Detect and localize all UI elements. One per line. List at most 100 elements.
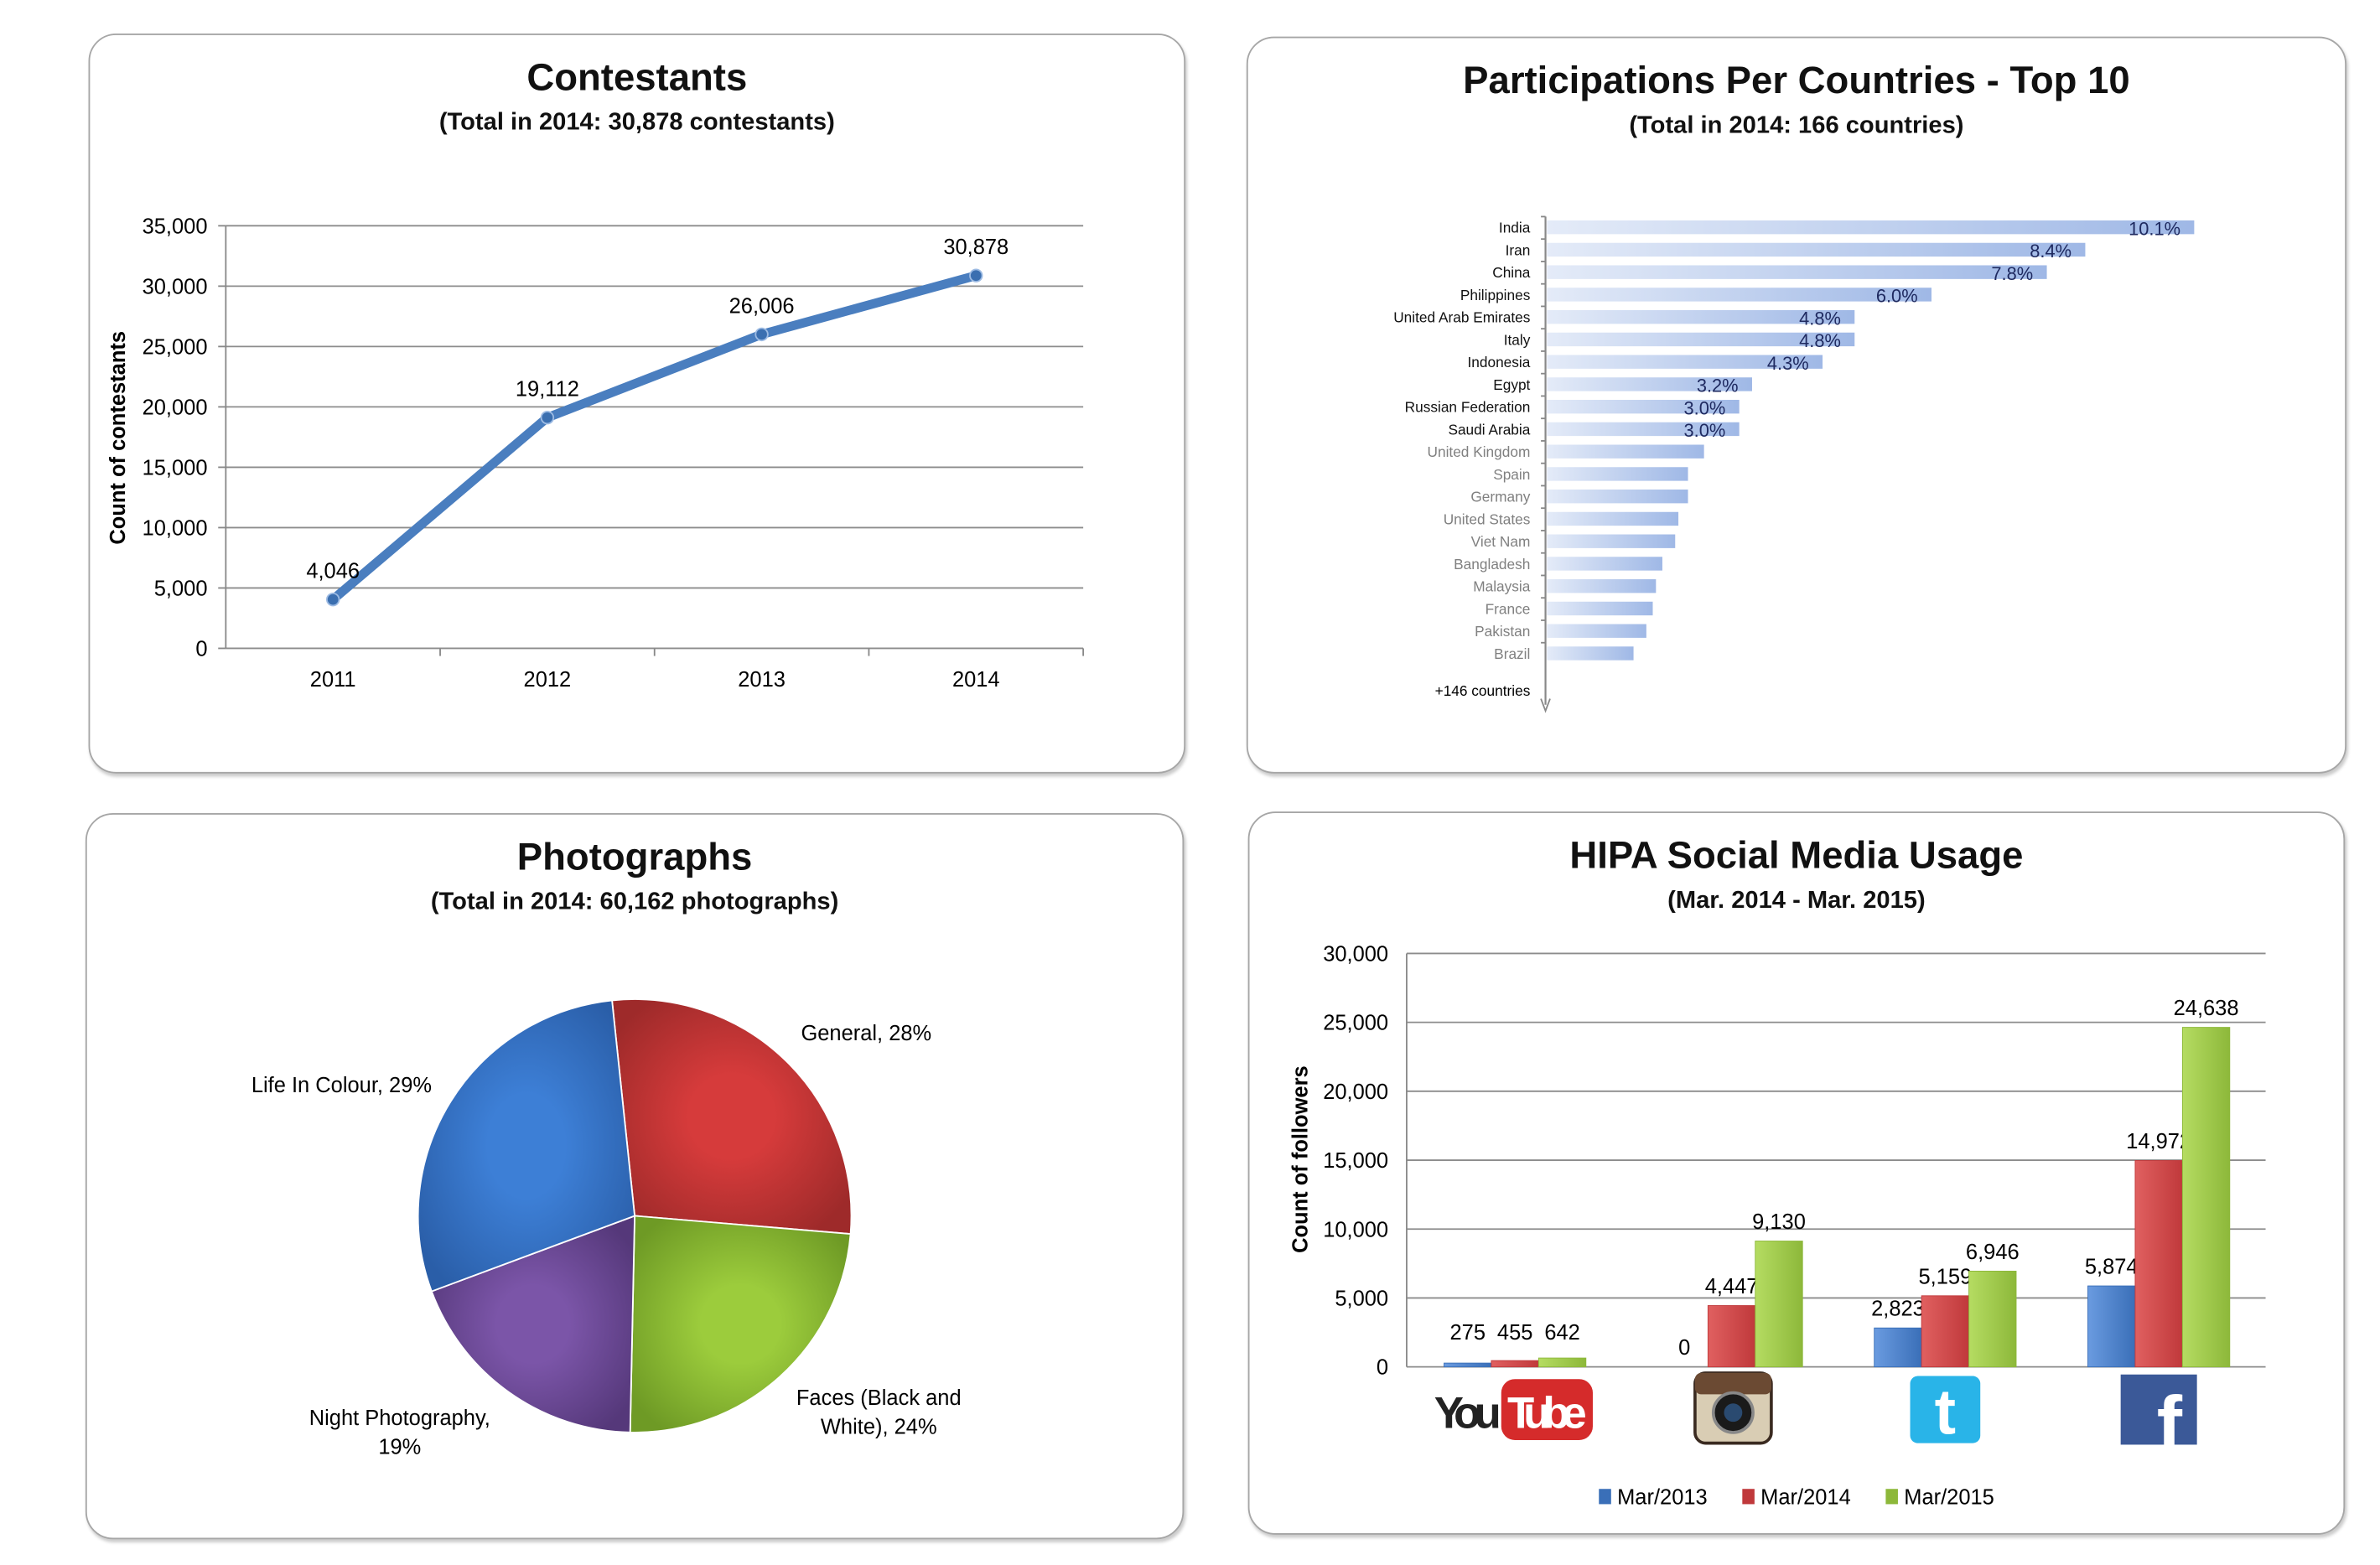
twitter-logo-icon [1910,1376,1981,1443]
country-label: Brazil [1494,645,1530,662]
y-tick-label: 30,000 [143,275,208,298]
x-tick-label: 2014 [952,668,1000,692]
x-tick-label: 2013 [738,668,786,692]
data-label: 9,130 [1752,1210,1806,1234]
country-label: Bangladesh [1454,556,1530,573]
data-label: 4,447 [1705,1275,1759,1298]
data-label: Life In Colour, 29% [251,1074,432,1097]
chart-subtitle: (Total in 2014: 60,162 photographs) [430,889,839,915]
country-label: Italy [1504,331,1531,348]
country-bar [1547,422,1740,437]
country-bar [1547,534,1676,548]
data-label: 4.8% [1799,330,1841,351]
label-line: Night Photography, [309,1407,490,1430]
countries-panel: Participations Per Countries - Top 10 (T… [1246,36,2347,774]
country-label: Philippines [1460,287,1531,303]
y-tick-label: 30,000 [1323,943,1388,966]
label-line: Faces (Black and [796,1386,962,1410]
country-bar [1547,490,1688,504]
data-label: 24,638 [2174,997,2239,1020]
chart-title: Photographs [516,836,753,879]
country-bar [1547,467,1688,481]
data-label: 4.8% [1799,308,1841,329]
y-tick-label: 20,000 [1323,1080,1388,1104]
pie-slice [629,1215,852,1433]
y-tick-label: 5,000 [1335,1288,1388,1311]
y-tick-label: 10,000 [1323,1218,1388,1241]
y-tick-label: 15,000 [1323,1149,1388,1173]
data-label: Faces (Black and White), 24% [796,1386,962,1439]
data-label: 10.1% [2129,218,2180,239]
y-tick-label: 0 [195,638,207,661]
facebook-logo-icon [2120,1374,2197,1445]
data-label: 6.0% [1876,286,1918,307]
country-label: Saudi Arabia [1448,421,1530,438]
label-line: 19% [378,1435,421,1459]
legend-label: Mar/2015 [1904,1485,1994,1509]
pie-slice [611,998,853,1236]
country-bar [1547,288,1931,302]
facebook-logo-icon: f [2157,1381,2183,1466]
bar [2181,1027,2231,1368]
instagram-logo-icon [1694,1372,1771,1395]
country-label: Malaysia [1473,578,1531,595]
bar [1444,1362,1492,1368]
country-bar [1547,579,1657,593]
country-label: Germany [1470,489,1530,505]
data-point [326,592,340,607]
data-label: 14,972 [2126,1130,2191,1153]
data-label: 3.0% [1684,420,1726,441]
y-tick-label: 20,000 [143,396,208,419]
legend-swatch [1599,1489,1611,1505]
y-tick-label: 10,000 [143,517,208,541]
youtube-logo-icon: Tube [1507,1388,1587,1438]
data-label: 4.3% [1767,353,1809,374]
bar [2134,1160,2183,1368]
country-bar [1547,265,2047,279]
data-label: 455 [1497,1321,1533,1345]
chart-title: Participations Per Countries - Top 10 [1463,59,2130,102]
y-tick-label: 15,000 [143,457,208,480]
data-label: 3.0% [1684,397,1726,418]
pie-slice [430,1215,636,1433]
country-bar [1547,355,1823,369]
data-label: 5,159 [1919,1265,1973,1288]
x-tick-label: 2012 [524,668,572,692]
country-label: Viet Nam [1471,533,1531,550]
country-label: Russian Federation [1405,399,1531,416]
data-label: 7.8% [1991,263,2033,284]
y-tick-label: 5,000 [154,578,208,601]
y-tick-label: 0 [1377,1356,1388,1380]
data-label: 0 [1678,1336,1690,1360]
data-label: 4,046 [306,560,360,583]
pie-slice [417,999,636,1293]
country-bar [1547,511,1679,526]
bar [1755,1241,1803,1368]
legend-swatch [1742,1489,1755,1505]
bar [1707,1305,1756,1368]
country-label: United Kingdom [1428,443,1531,460]
data-point [540,410,555,425]
data-label: 6,946 [1966,1241,2020,1264]
x-tick-label: 2011 [310,668,356,692]
chart-subtitle: (Total in 2014: 30,878 contestants) [438,110,835,136]
country-bar [1547,444,1704,459]
country-bar [1547,646,1634,661]
data-point [969,268,983,282]
country-bar [1547,309,1855,324]
country-bar [1547,220,2195,235]
data-label: Night Photography, 19% [309,1407,490,1459]
y-tick-label: 35,000 [143,215,208,238]
label-line: White), 24% [821,1416,937,1439]
legend-label: Mar/2013 [1617,1485,1708,1509]
contestants-panel: Contestants (Total in 2014: 30,878 conte… [88,34,1186,774]
data-label: General, 28% [801,1022,931,1045]
country-label: Iran [1506,241,1531,258]
country-label: Spain [1493,466,1530,483]
twitter-logo-icon: t [1935,1377,1956,1448]
country-label: France [1486,600,1531,617]
chart-title: HIPA Social Media Usage [1569,834,2024,878]
country-label: India [1499,220,1531,236]
y-tick-label: 25,000 [143,335,208,359]
